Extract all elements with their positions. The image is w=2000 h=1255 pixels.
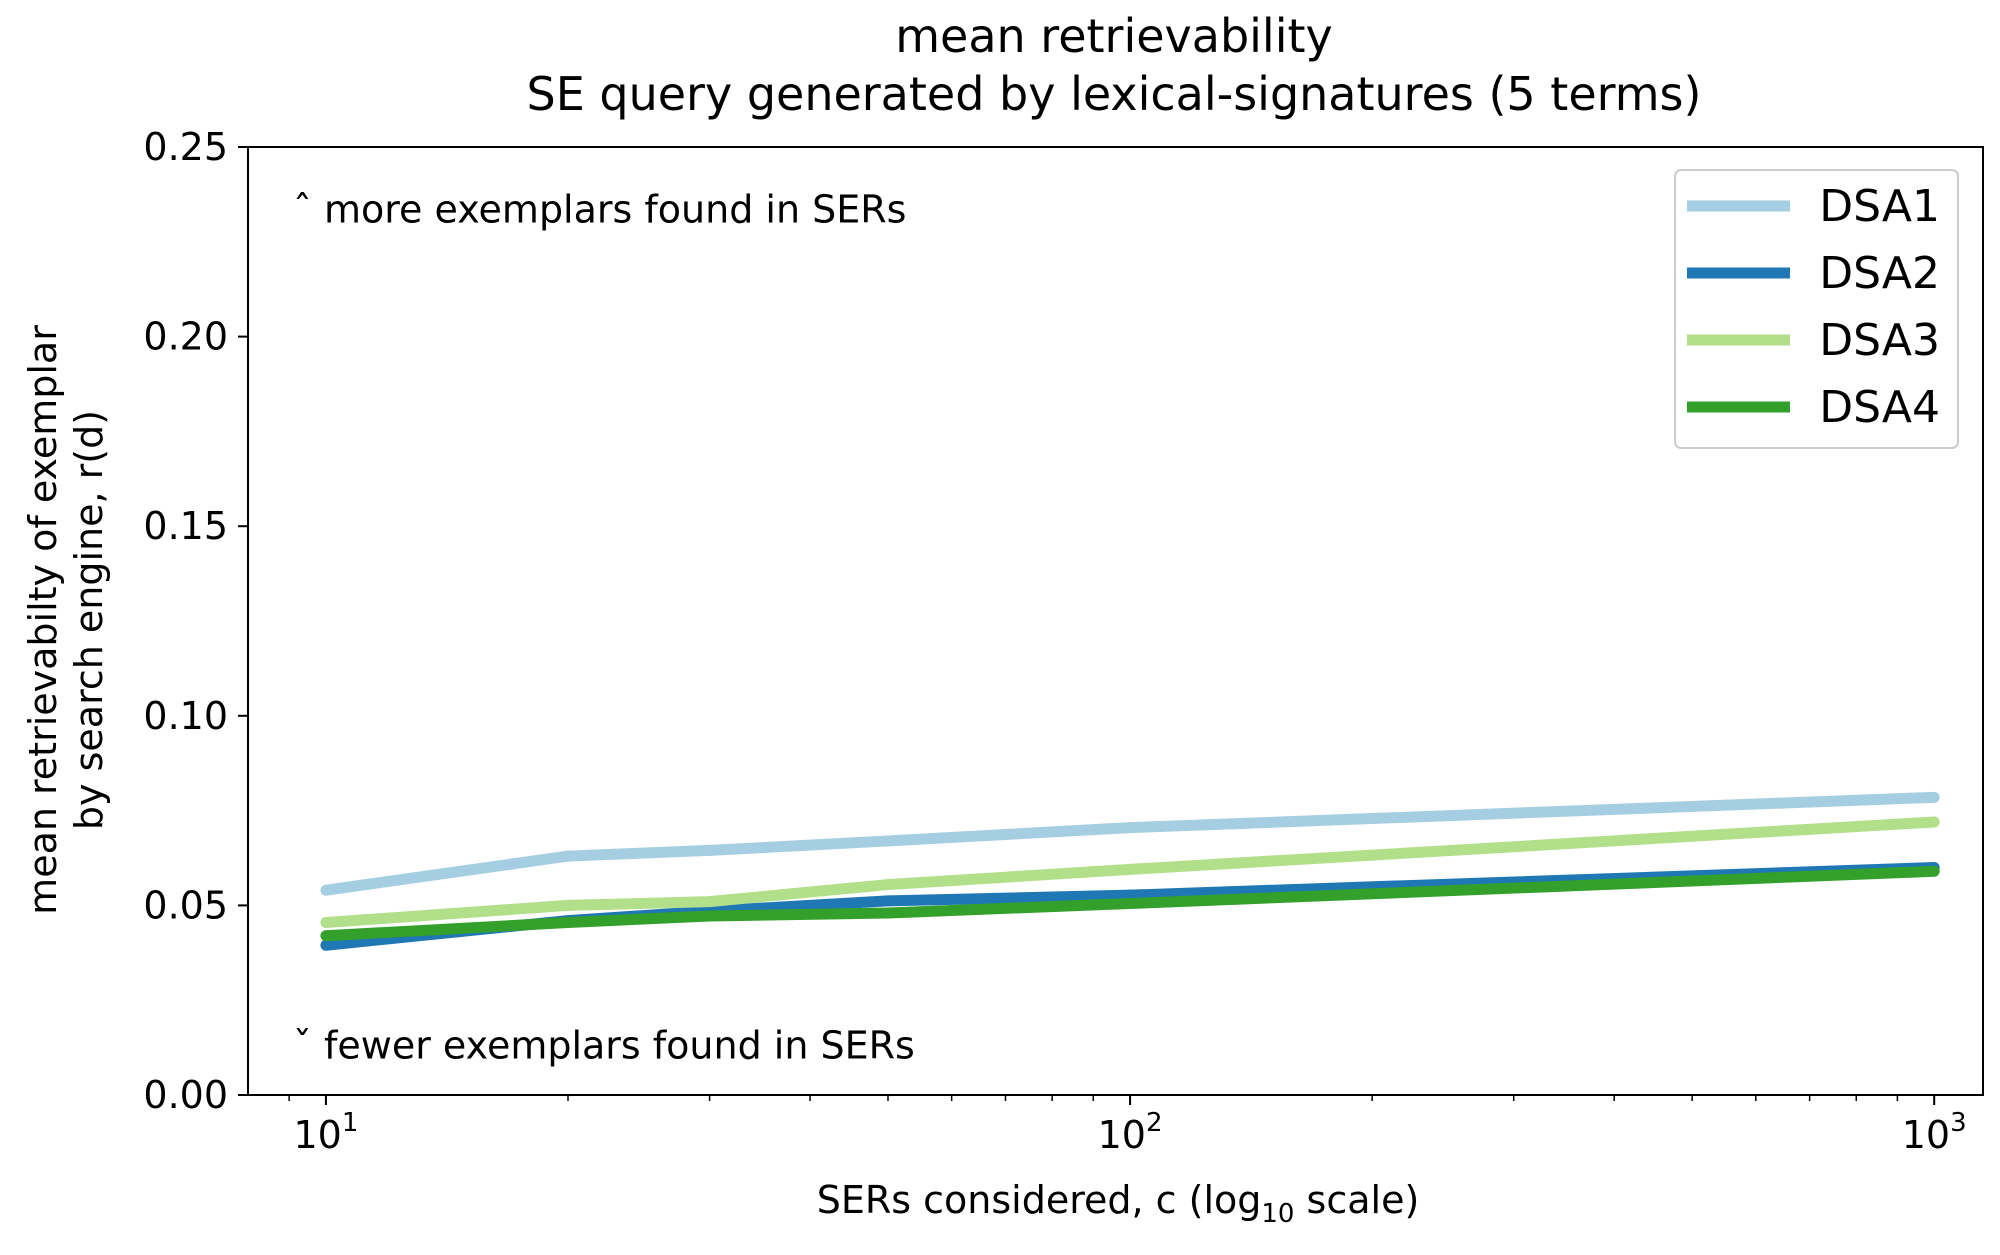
data-point bbox=[882, 895, 894, 907]
x-tick-label: 103 bbox=[1902, 1108, 1967, 1157]
data-point bbox=[882, 835, 894, 847]
legend-label: DSA1 bbox=[1819, 181, 1940, 232]
x-tick-label-base: 10 bbox=[1098, 1113, 1146, 1157]
data-point bbox=[704, 896, 716, 908]
y-tick-label: 0.25 bbox=[143, 125, 228, 169]
x-axis-label-tail: scale) bbox=[1294, 1178, 1419, 1222]
y-tick-label: 0.05 bbox=[143, 883, 228, 927]
x-tick-label-exponent: 2 bbox=[1146, 1108, 1163, 1138]
x-axis-label-subscript: 10 bbox=[1261, 1199, 1294, 1229]
data-point bbox=[320, 930, 332, 942]
legend-item-dsa2: DSA2 bbox=[1687, 248, 1940, 299]
data-point bbox=[1124, 863, 1136, 875]
data-point bbox=[562, 899, 574, 911]
data-point bbox=[1928, 865, 1940, 877]
data-point bbox=[562, 916, 574, 928]
legend-item-dsa4: DSA4 bbox=[1687, 382, 1940, 433]
data-point bbox=[562, 850, 574, 862]
plot-frame bbox=[247, 146, 1984, 1096]
chart-header: mean retrievability SE query generated b… bbox=[527, 9, 1702, 121]
x-tick-label-base: 10 bbox=[1902, 1113, 1950, 1157]
chart-title: mean retrievability bbox=[895, 9, 1333, 63]
chart-subtitle: SE query generated by lexical-signatures… bbox=[527, 67, 1702, 121]
annotation-text: ˆ more exemplars found in SERs bbox=[293, 188, 907, 232]
data-point bbox=[320, 884, 332, 896]
data-point bbox=[882, 907, 894, 919]
legend-frame bbox=[1674, 169, 1959, 449]
legend-item-dsa3: DSA3 bbox=[1687, 315, 1940, 366]
data-point bbox=[1928, 816, 1940, 828]
series-dsa1 bbox=[320, 791, 1940, 896]
data-point bbox=[882, 879, 894, 891]
legend-item-dsa1: DSA1 bbox=[1687, 181, 1940, 232]
series-dsa4 bbox=[320, 865, 1940, 942]
x-tick-label: 101 bbox=[293, 1108, 358, 1157]
data-point bbox=[704, 844, 716, 856]
y-axis-label-line-1: mean retrievabilty of exemplar bbox=[21, 325, 65, 915]
y-axis-label-line-2: by search engine, r(d) bbox=[67, 410, 111, 830]
data-point bbox=[1124, 898, 1136, 910]
data-point bbox=[704, 910, 716, 922]
y-tick-label: 0.00 bbox=[143, 1073, 228, 1117]
y-axis-title: mean retrievabilty of exemplar by search… bbox=[21, 325, 111, 915]
x-tick-label-base: 10 bbox=[293, 1113, 341, 1157]
x-tick-label-exponent: 1 bbox=[342, 1108, 359, 1138]
series-line bbox=[325, 791, 1935, 896]
legend-label: DSA2 bbox=[1819, 248, 1940, 299]
x-tick-label: 102 bbox=[1098, 1108, 1163, 1157]
plot-area bbox=[247, 146, 1984, 1096]
data-point bbox=[1124, 822, 1136, 834]
data-point bbox=[320, 916, 332, 928]
data-point bbox=[320, 939, 332, 951]
x-tick-label-exponent: 3 bbox=[1950, 1108, 1967, 1138]
x-axis-label-main: SERs considered, c (log bbox=[817, 1178, 1262, 1222]
y-tick-label: 0.15 bbox=[143, 504, 228, 548]
series-layer bbox=[320, 791, 1940, 951]
y-tick-label: 0.20 bbox=[143, 315, 228, 359]
legend-label: DSA4 bbox=[1819, 382, 1940, 433]
series-line bbox=[325, 865, 1935, 942]
series-dsa3 bbox=[320, 816, 1940, 928]
x-axis-label: SERs considered, c (log10 scale) bbox=[817, 1178, 1420, 1229]
annotation-layer: ˆ more exemplars found in SERs ˇ fewer ex… bbox=[293, 188, 915, 1068]
series-line bbox=[325, 816, 1935, 928]
legend-label: DSA3 bbox=[1819, 315, 1940, 366]
annotation-text: ˇ fewer exemplars found in SERs bbox=[293, 1024, 915, 1068]
y-tick-label: 0.10 bbox=[143, 694, 228, 738]
legend: DSA1 DSA2 DSA3 DSA4 bbox=[1674, 169, 1959, 449]
data-point bbox=[1928, 791, 1940, 803]
